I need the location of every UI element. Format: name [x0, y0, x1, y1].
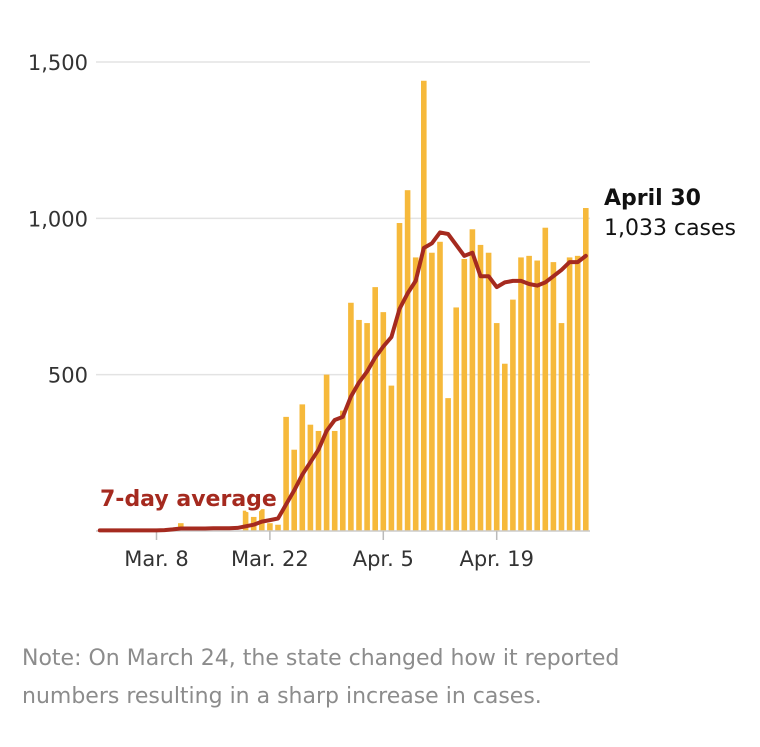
x-tick-label: Mar. 22 [231, 547, 309, 571]
gridlines [96, 61, 590, 376]
bar [542, 227, 549, 532]
bar [583, 208, 589, 532]
bar [364, 323, 370, 531]
bar [502, 363, 508, 531]
x-tick-label: Apr. 19 [459, 547, 533, 571]
bar [404, 190, 411, 531]
chart-note: Note: On March 24, the state changed how… [22, 646, 620, 709]
x-axis-ticks: Mar. 8 Mar. 22 Apr. 5 Apr. 19 [124, 531, 534, 571]
bar [412, 257, 419, 531]
bar [550, 262, 557, 531]
bar [461, 258, 468, 531]
bar [388, 385, 395, 531]
bar [469, 229, 476, 531]
bar [242, 510, 249, 531]
bar [348, 302, 354, 531]
bar [566, 257, 573, 531]
bars [97, 80, 589, 532]
bar [340, 410, 346, 531]
bar [299, 404, 306, 531]
average-line [97, 230, 588, 533]
bar [526, 255, 532, 531]
bar [429, 252, 435, 531]
y-tick-label: 1,500 [28, 51, 88, 75]
x-tick-label: Apr. 5 [353, 547, 414, 571]
y-axis-labels: 500 1,000 1,500 [28, 51, 88, 388]
bar [331, 430, 338, 531]
average-label: 7-day average [100, 487, 277, 512]
bar [307, 424, 314, 531]
bar [356, 319, 362, 531]
bar [485, 252, 492, 531]
bar [275, 524, 281, 531]
bar [437, 241, 443, 532]
bar [518, 257, 524, 531]
y-tick-label: 1,000 [28, 207, 88, 231]
bar [421, 80, 427, 531]
bar [372, 287, 378, 531]
bar [267, 523, 273, 531]
bar [574, 255, 581, 531]
chart: 500 1,000 1,500 Mar. 8 Mar. 22 Apr. 5 Apr. 19… [28, 51, 736, 571]
bar [493, 323, 500, 531]
bar [323, 374, 330, 531]
bar [315, 430, 322, 531]
bar [380, 312, 387, 531]
bar [283, 416, 289, 531]
bar [445, 398, 451, 531]
bar [396, 223, 403, 532]
x-tick-label: Mar. 8 [124, 547, 188, 571]
bar [453, 307, 459, 531]
bar [558, 323, 565, 531]
bar [534, 260, 540, 531]
annotation-value: 1,033 cases [604, 216, 736, 241]
bar [477, 244, 484, 531]
annotation-title: April 30 [604, 186, 701, 211]
y-tick-label: 500 [48, 364, 88, 388]
bar [510, 299, 516, 531]
